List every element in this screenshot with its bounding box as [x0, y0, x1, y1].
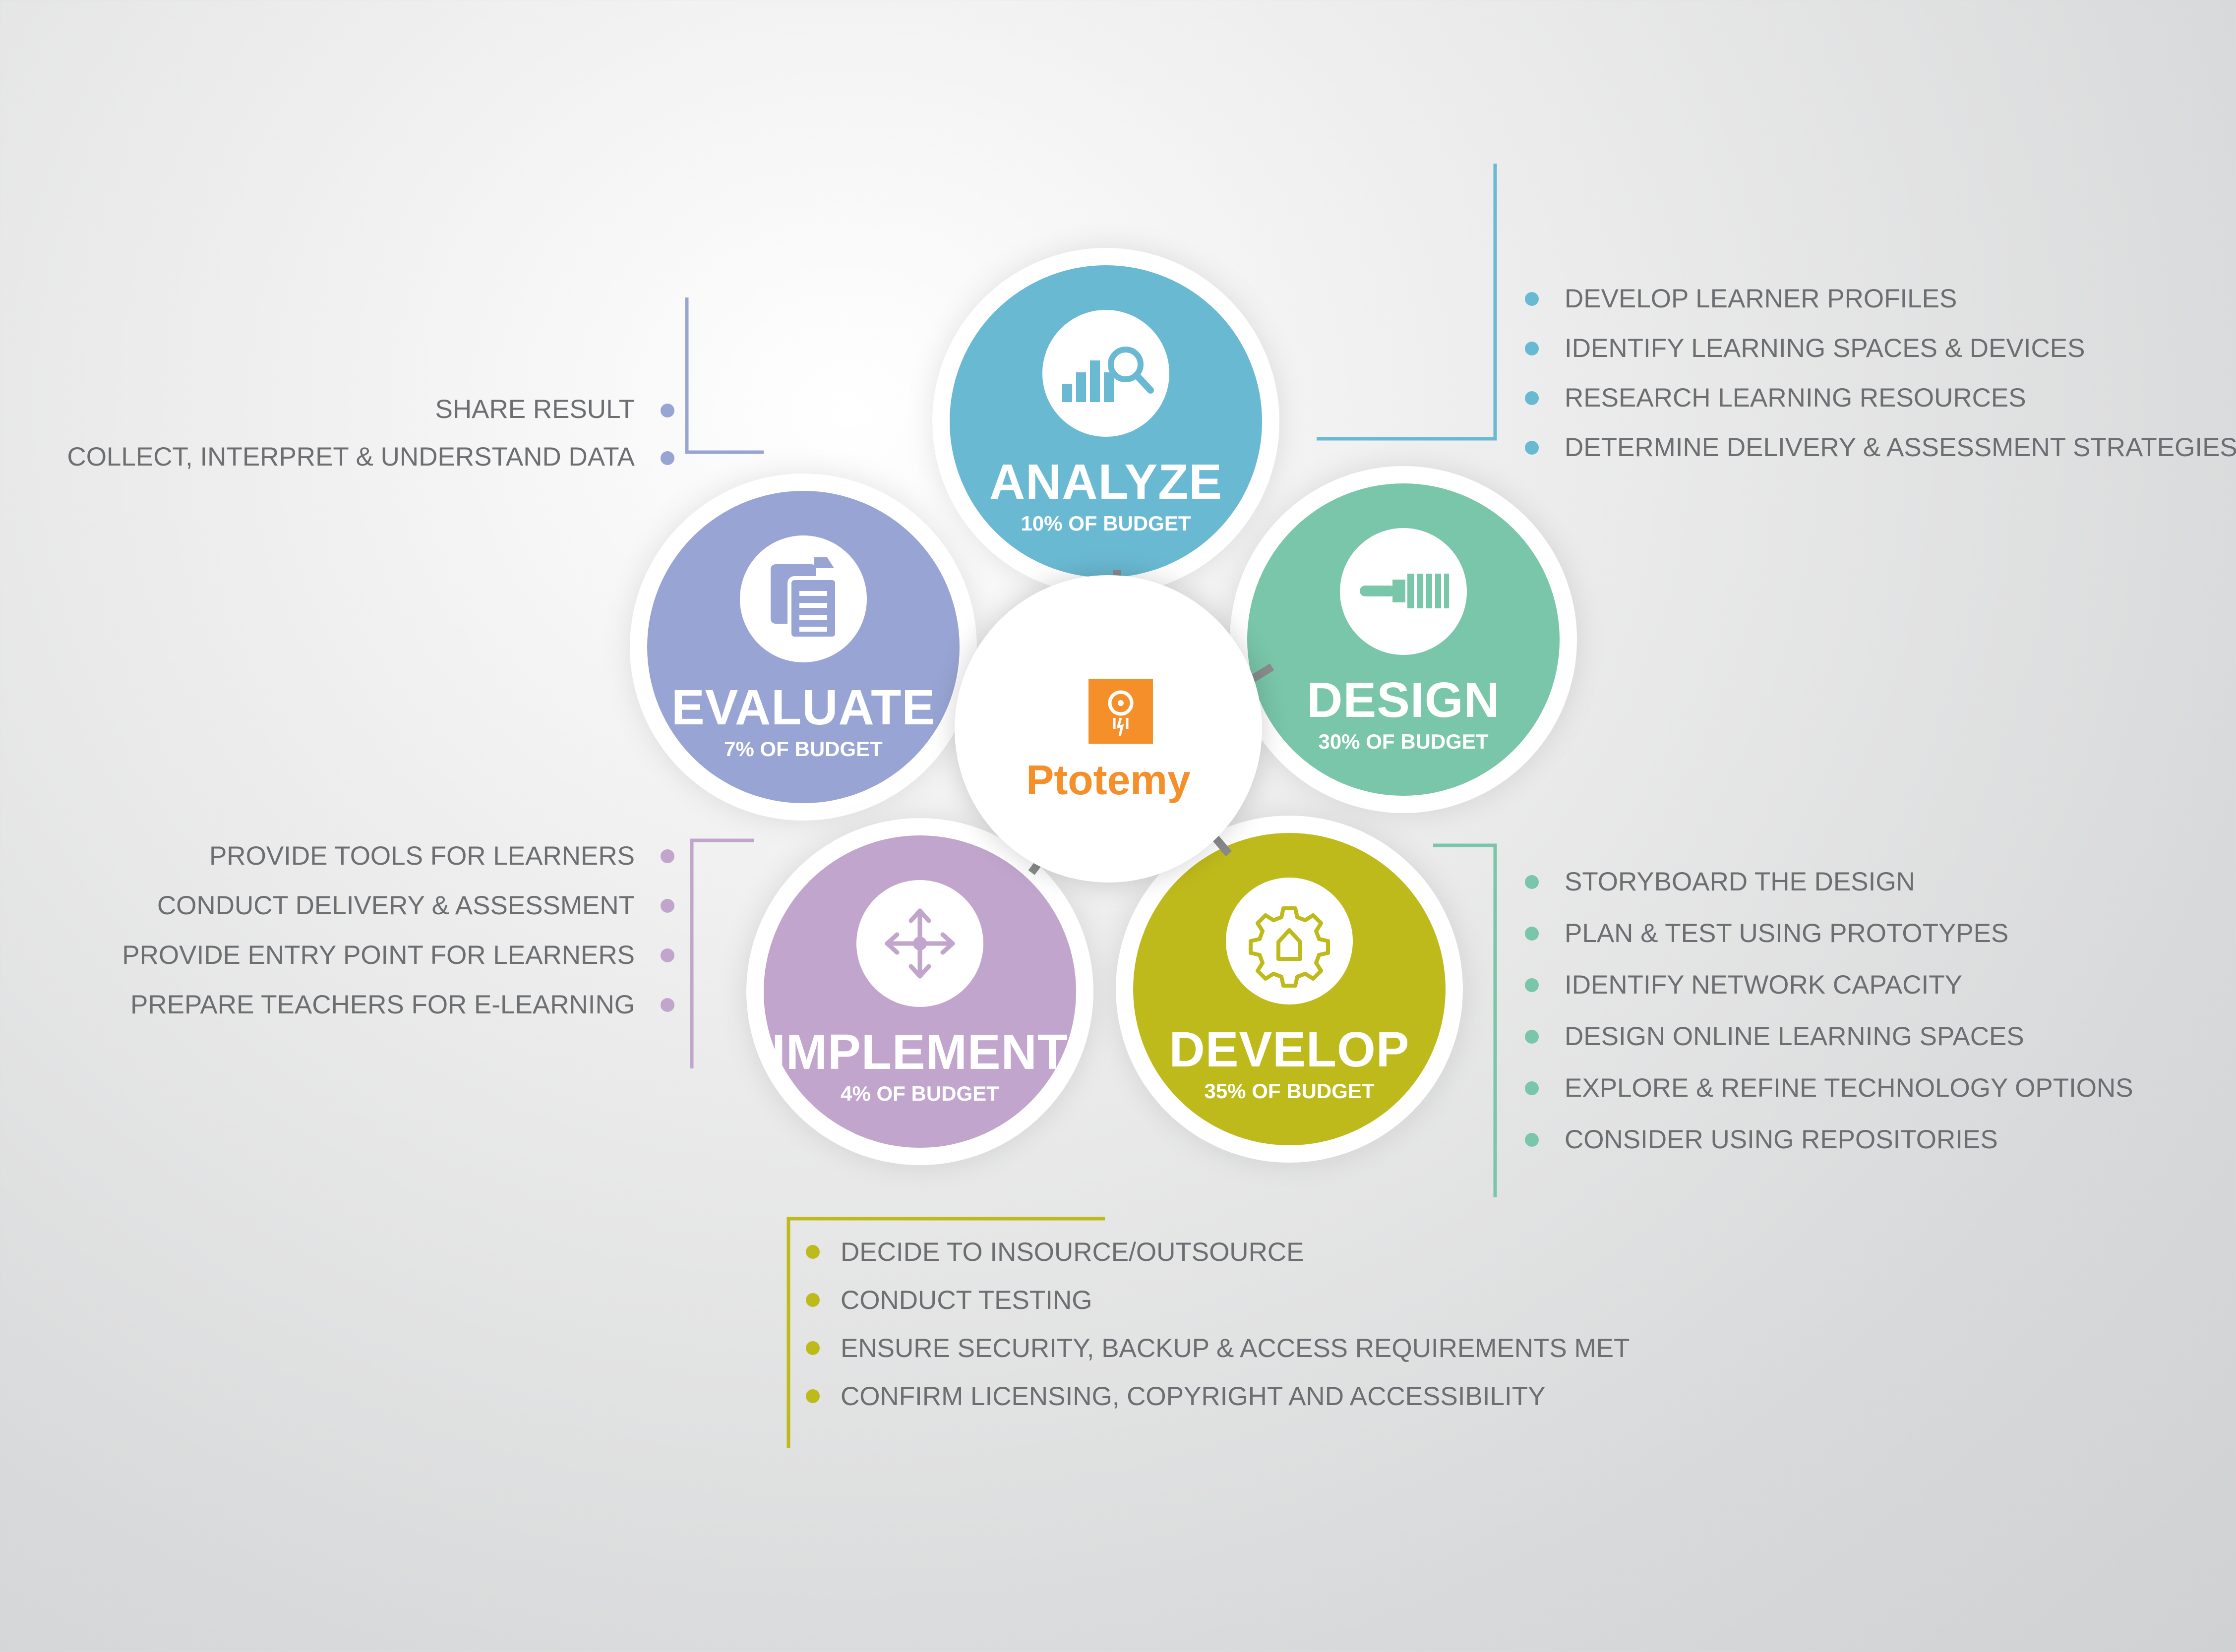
- list-item-text: DETERMINE DELIVERY & ASSESSMENT STRATEGI…: [1565, 433, 2236, 462]
- phase-budget: 7% OF BUDGET: [724, 737, 883, 761]
- list-item: IDENTIFY NETWORK CAPACITY: [1525, 959, 2133, 1011]
- clipboard-icon: [740, 535, 867, 662]
- list-item-text: IDENTIFY NETWORK CAPACITY: [1565, 970, 1962, 1000]
- bullet-dot-icon: [1525, 1133, 1539, 1147]
- phase-evaluate: EVALUATE 7% OF BUDGET: [630, 473, 977, 821]
- bullet-dot-icon: [806, 1341, 820, 1355]
- list-item: DETERMINE DELIVERY & ASSESSMENT STRATEGI…: [1525, 423, 2236, 472]
- list-item: EXPLORE & REFINE TECHNOLOGY OPTIONS: [1525, 1062, 2133, 1114]
- list-item-text: EXPLORE & REFINE TECHNOLOGY OPTIONS: [1565, 1073, 2133, 1103]
- bullet-dot-icon: [806, 1245, 820, 1259]
- list-item-text: DEVELOP LEARNER PROFILES: [1565, 284, 1957, 313]
- phase-title: IMPLEMENT: [772, 1024, 1068, 1080]
- bullet-dot-icon: [1525, 441, 1539, 455]
- analyze-task-list: DEVELOP LEARNER PROFILES IDENTIFY LEARNIN…: [1525, 274, 2236, 472]
- phase-budget: 10% OF BUDGET: [1021, 512, 1191, 535]
- implement-connector: [690, 838, 754, 1068]
- list-item: CONFIRM LICENSING, COPYRIGHT AND ACCESSI…: [806, 1372, 1630, 1420]
- list-item-text: STORYBOARD THE DESIGN: [1565, 867, 1915, 896]
- phase-develop: DEVELOP 35% OF BUDGET: [1116, 816, 1463, 1163]
- move-arrows-icon: [856, 880, 983, 1007]
- phase-budget: 30% OF BUDGET: [1318, 730, 1489, 753]
- list-item-text: CONFIRM LICENSING, COPYRIGHT AND ACCESSI…: [841, 1382, 1546, 1411]
- phase-title: ANALYZE: [989, 454, 1223, 510]
- totem-logo-icon: [1088, 679, 1153, 744]
- list-item: PROVIDE TOOLS FOR LEARNERS: [50, 831, 674, 881]
- phase-implement: IMPLEMENT 4% OF BUDGET: [746, 818, 1093, 1165]
- bullet-dot-icon: [1525, 342, 1539, 355]
- list-item: PLAN & TEST USING PROTOTYPES: [1525, 908, 2133, 959]
- bullet-dot-icon: [806, 1389, 820, 1403]
- list-item: SHARE RESULT: [50, 386, 674, 433]
- develop-task-list: DECIDE TO INSOURCE/OUTSOURCE CONDUCT TEST…: [806, 1228, 1630, 1420]
- bullet-dot-icon: [661, 948, 674, 962]
- list-item: COLLECT, INTERPRET & UNDERSTAND DATA: [50, 433, 674, 481]
- phase-title: DESIGN: [1307, 672, 1500, 728]
- list-item-text: CONSIDER USING REPOSITORIES: [1565, 1125, 1998, 1154]
- chart-magnifier-icon: [1042, 310, 1169, 437]
- paintbrush-icon: [1340, 528, 1467, 655]
- design-task-list: STORYBOARD THE DESIGN PLAN & TEST USING P…: [1525, 856, 2133, 1166]
- brand-name: Ptotemy: [1026, 757, 1191, 803]
- list-item: STORYBOARD THE DESIGN: [1525, 856, 2133, 908]
- bullet-dot-icon: [661, 899, 674, 913]
- list-item-text: CONDUCT DELIVERY & ASSESSMENT: [157, 891, 635, 920]
- bullet-dot-icon: [661, 998, 674, 1012]
- list-item-text: IDENTIFY LEARNING SPACES & DEVICES: [1565, 334, 2085, 363]
- analyze-connector: [1317, 164, 1497, 441]
- list-item: DECIDE TO INSOURCE/OUTSOURCE: [806, 1228, 1630, 1276]
- list-item-text: PLAN & TEST USING PROTOTYPES: [1565, 919, 2009, 948]
- phase-design: DESIGN 30% OF BUDGET: [1230, 466, 1577, 813]
- list-item-text: COLLECT, INTERPRET & UNDERSTAND DATA: [67, 442, 635, 472]
- bullet-dot-icon: [1525, 875, 1539, 889]
- implement-task-list: PROVIDE TOOLS FOR LEARNERS CONDUCT DELIVE…: [50, 831, 674, 1030]
- bullet-dot-icon: [1525, 1030, 1539, 1044]
- evaluate-connector: [685, 297, 764, 454]
- list-item: CONDUCT TESTING: [806, 1276, 1630, 1324]
- list-item: DEVELOP LEARNER PROFILES: [1525, 274, 2236, 324]
- list-item-text: CONDUCT TESTING: [841, 1286, 1092, 1315]
- list-item-text: PROVIDE TOOLS FOR LEARNERS: [209, 841, 635, 871]
- list-item-text: SHARE RESULT: [435, 395, 635, 424]
- list-item: DESIGN ONLINE LEARNING SPACES: [1525, 1011, 2133, 1062]
- bullet-dot-icon: [806, 1293, 820, 1307]
- phase-title: EVALUATE: [671, 680, 936, 735]
- develop-connector: [1433, 843, 1497, 1197]
- bullet-dot-icon: [661, 849, 674, 863]
- bottom-connector: [786, 1217, 1105, 1448]
- phase-budget: 4% OF BUDGET: [841, 1082, 999, 1105]
- evaluate-task-list: SHARE RESULT COLLECT, INTERPRET & UNDERST…: [50, 386, 674, 481]
- bullet-dot-icon: [661, 404, 674, 417]
- list-item-text: DECIDE TO INSOURCE/OUTSOURCE: [841, 1238, 1304, 1267]
- list-item: PREPARE TEACHERS FOR E-LEARNING: [50, 980, 674, 1030]
- list-item: PROVIDE ENTRY POINT FOR LEARNERS: [50, 931, 674, 980]
- list-item: RESEARCH LEARNING RESOURCES: [1525, 373, 2236, 423]
- bullet-dot-icon: [1525, 292, 1539, 306]
- bullet-dot-icon: [1525, 391, 1539, 405]
- list-item: CONSIDER USING REPOSITORIES: [1525, 1114, 2133, 1166]
- list-item-text: PREPARE TEACHERS FOR E-LEARNING: [130, 990, 635, 1019]
- bullet-dot-icon: [1525, 1081, 1539, 1095]
- list-item: IDENTIFY LEARNING SPACES & DEVICES: [1525, 324, 2236, 373]
- list-item-text: RESEARCH LEARNING RESOURCES: [1565, 383, 2026, 413]
- bullet-dot-icon: [661, 451, 674, 465]
- gear-icon: [1226, 878, 1353, 1004]
- list-item-text: PROVIDE ENTRY POINT FOR LEARNERS: [122, 941, 635, 970]
- list-item: ENSURE SECURITY, BACKUP & ACCESS REQUIRE…: [806, 1324, 1630, 1372]
- list-item: CONDUCT DELIVERY & ASSESSMENT: [50, 881, 674, 931]
- list-item-text: ENSURE SECURITY, BACKUP & ACCESS REQUIRE…: [841, 1334, 1630, 1363]
- phase-title: DEVELOP: [1169, 1022, 1410, 1077]
- bullet-dot-icon: [1525, 927, 1539, 941]
- bullet-dot-icon: [1525, 978, 1539, 992]
- phase-analyze: ANALYZE 10% OF BUDGET: [932, 248, 1279, 595]
- list-item-text: DESIGN ONLINE LEARNING SPACES: [1565, 1022, 2024, 1051]
- center-hub: Ptotemy: [955, 575, 1262, 883]
- phase-budget: 35% OF BUDGET: [1204, 1079, 1375, 1103]
